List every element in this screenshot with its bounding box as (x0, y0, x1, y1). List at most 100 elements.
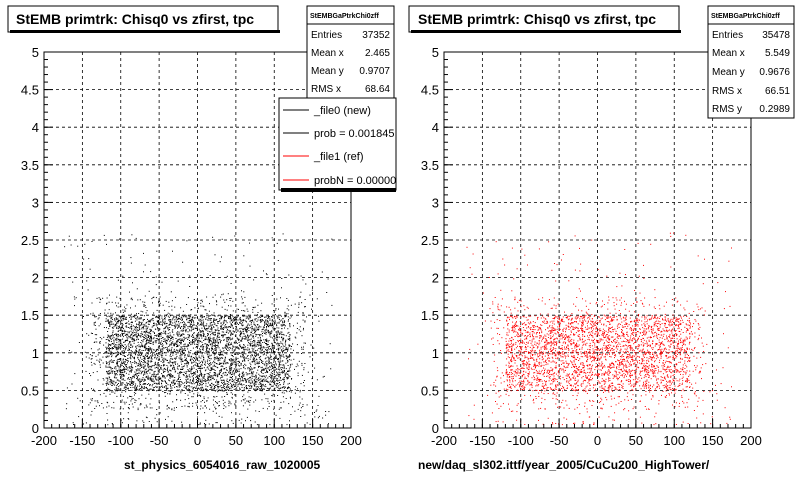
scatter-point (180, 357, 182, 359)
scatter-point (277, 260, 279, 261)
scatter-point (168, 407, 170, 409)
scatter-point (256, 320, 258, 322)
scatter-point (162, 362, 164, 364)
scatter-point (238, 341, 240, 343)
scatter-point (284, 374, 286, 376)
scatter-point (158, 333, 160, 334)
scatter-point (158, 316, 159, 318)
scatter-point (254, 330, 256, 332)
scatter-point (146, 406, 148, 408)
scatter-point (200, 335, 202, 337)
scatter-point (143, 366, 145, 368)
scatter-point (197, 416, 198, 418)
scatter-point (230, 367, 232, 369)
scatter-point (194, 373, 196, 375)
scatter-point (152, 331, 154, 333)
scatter-point (240, 368, 242, 370)
scatter-point (170, 365, 172, 367)
scatter-point (157, 353, 159, 355)
scatter-point (293, 325, 294, 327)
scatter-point (206, 367, 208, 369)
scatter-point (124, 358, 126, 360)
scatter-point (204, 364, 206, 366)
scatter-point (235, 324, 237, 326)
scatter-point (97, 349, 99, 351)
scatter-point (261, 329, 263, 331)
scatter-point (198, 324, 200, 326)
scatter-point (193, 381, 195, 383)
scatter-point (150, 330, 152, 332)
scatter-point (213, 388, 215, 390)
scatter-point (129, 337, 131, 339)
scatter-point (216, 304, 218, 306)
scatter-point (277, 331, 279, 333)
scatter-point (277, 334, 278, 336)
scatter-point (203, 324, 205, 326)
scatter-point (271, 376, 273, 378)
scatter-point (154, 367, 156, 369)
scatter-point (103, 234, 105, 236)
scatter-point (273, 408, 275, 410)
scatter-point (276, 298, 278, 300)
scatter-point (125, 385, 127, 387)
scatter-point (212, 334, 214, 336)
scatter-point (241, 310, 243, 311)
scatter-point (94, 408, 96, 409)
scatter-point (216, 358, 218, 360)
scatter-point (280, 379, 282, 381)
scatter-point (231, 358, 233, 360)
scatter-point (225, 363, 227, 365)
scatter-point (252, 309, 254, 311)
scatter-point (279, 374, 281, 376)
scatter-point (268, 316, 270, 318)
scatter-point (172, 375, 174, 377)
scatter-point (209, 328, 211, 330)
scatter-point (159, 378, 161, 380)
scatter-point (202, 348, 204, 350)
scatter-point (130, 330, 132, 332)
scatter-point (128, 373, 130, 375)
scatter-point (140, 364, 142, 366)
scatter-point (199, 320, 201, 322)
scatter-point (258, 362, 260, 364)
scatter-point (152, 341, 154, 343)
scatter-point (203, 388, 205, 390)
scatter-point (232, 325, 233, 327)
scatter-point (277, 317, 279, 319)
scatter-point (143, 373, 145, 375)
scatter-point (113, 401, 115, 403)
scatter-point (177, 318, 179, 320)
scatter-point (147, 327, 148, 329)
scatter-point (263, 326, 265, 328)
scatter-point (164, 309, 166, 311)
scatter-point (231, 364, 233, 366)
scatter-point (231, 412, 232, 414)
scatter-point (266, 323, 268, 325)
scatter-point (136, 345, 138, 347)
scatter-point (151, 374, 153, 376)
scatter-point (294, 392, 296, 394)
scatter-point (125, 372, 127, 374)
scatter-point (180, 372, 182, 374)
scatter-point (113, 381, 115, 383)
scatter-point (275, 355, 276, 357)
scatter-point (207, 333, 209, 335)
scatter-point (142, 366, 144, 368)
scatter-point (266, 338, 268, 340)
scatter-point (243, 255, 245, 257)
scatter-point (225, 372, 227, 374)
scatter-point (234, 323, 236, 325)
scatter-point (237, 353, 239, 355)
scatter-point (204, 309, 206, 311)
scatter-point (246, 325, 248, 327)
scatter-point (270, 372, 272, 374)
scatter-point (139, 352, 141, 354)
scatter-point (116, 362, 118, 364)
scatter-point (161, 348, 163, 350)
scatter-point (240, 380, 242, 382)
scatter-point (276, 371, 277, 373)
scatter-point (180, 399, 182, 401)
scatter-point (166, 340, 168, 342)
scatter-point (221, 389, 223, 391)
scatter-point (107, 366, 109, 368)
